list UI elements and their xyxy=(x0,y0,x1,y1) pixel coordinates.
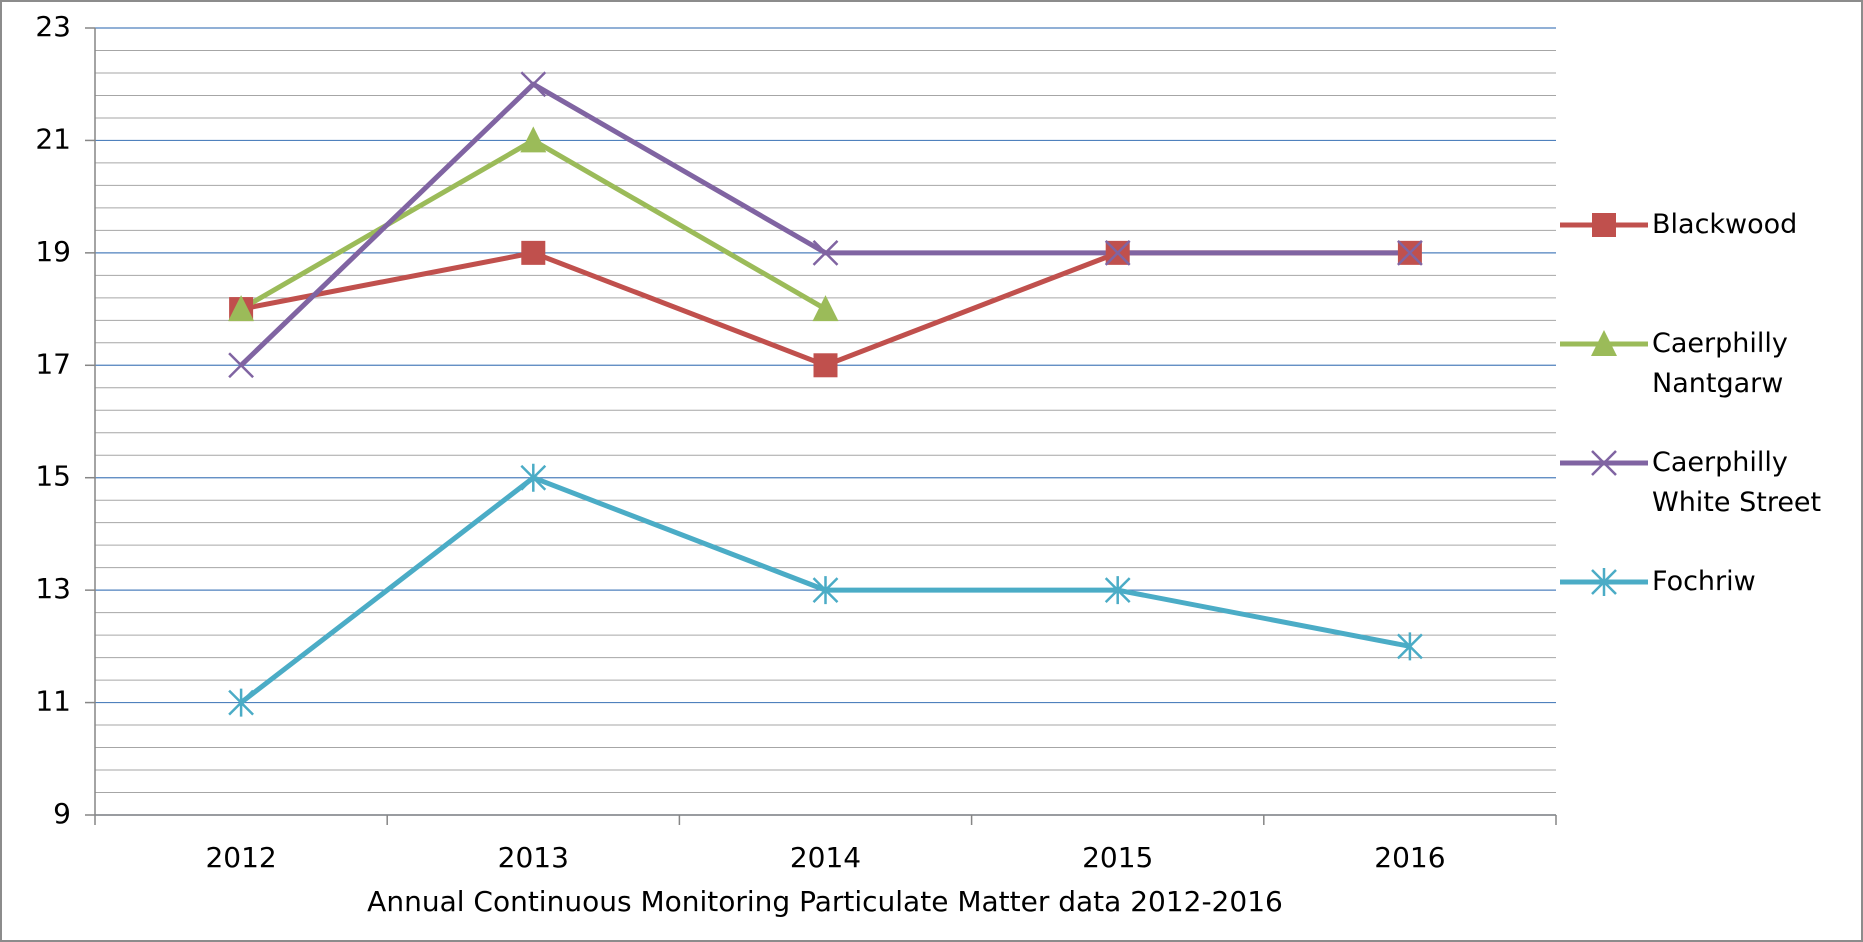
marker xyxy=(228,352,254,379)
x-tick-label: 2016 xyxy=(1374,841,1445,874)
x-tick-label: 2013 xyxy=(498,841,569,874)
y-tick-label: 15 xyxy=(35,460,71,493)
y-tick-label: 23 xyxy=(35,10,71,43)
x-tick-label: 2015 xyxy=(1082,841,1153,874)
legend-entry: Caerphilly Nantgarw xyxy=(1560,324,1860,443)
x-tick-label: 2014 xyxy=(790,841,861,874)
legend-label: Caerphilly Nantgarw xyxy=(1652,328,1788,399)
marker xyxy=(1591,568,1617,596)
marker xyxy=(520,463,547,492)
legend-swatch xyxy=(1560,568,1648,596)
legend-swatch xyxy=(1560,213,1648,237)
marker xyxy=(228,295,255,322)
legend-swatch xyxy=(1560,450,1648,476)
legend-entry: Caerphilly White Street xyxy=(1560,443,1860,562)
marker xyxy=(812,576,839,605)
marker xyxy=(1104,576,1131,605)
marker xyxy=(1592,213,1616,237)
legend-label: Blackwood xyxy=(1652,209,1798,240)
marker xyxy=(1397,632,1423,661)
x-tick-label: 2012 xyxy=(205,841,276,874)
y-tick-label: 17 xyxy=(35,347,71,380)
legend: Blackwood Caerphilly Nantgarw Caerphilly W… xyxy=(1560,205,1860,681)
legend-swatch xyxy=(1560,330,1648,356)
y-tick-label: 21 xyxy=(35,122,71,155)
y-tick-label: 9 xyxy=(53,797,71,830)
y-tick-label: 11 xyxy=(35,685,71,718)
marker xyxy=(1591,450,1617,476)
legend-label: Caerphilly White Street xyxy=(1652,447,1822,518)
y-tick-label: 13 xyxy=(35,572,71,605)
marker xyxy=(1397,239,1423,266)
marker xyxy=(228,688,254,717)
marker xyxy=(521,240,546,265)
legend-label: Fochriw xyxy=(1652,566,1756,597)
legend-entry: Fochriw xyxy=(1560,562,1860,681)
marker xyxy=(812,295,839,322)
marker xyxy=(520,71,547,98)
marker xyxy=(1591,330,1617,356)
marker xyxy=(520,126,547,153)
y-tick-label: 19 xyxy=(35,235,71,268)
marker xyxy=(1104,239,1131,266)
legend-entry: Blackwood xyxy=(1560,205,1860,324)
marker xyxy=(813,353,838,378)
x-axis-title: Annual Continuous Monitoring Particulate… xyxy=(367,885,1283,918)
marker xyxy=(812,239,839,266)
